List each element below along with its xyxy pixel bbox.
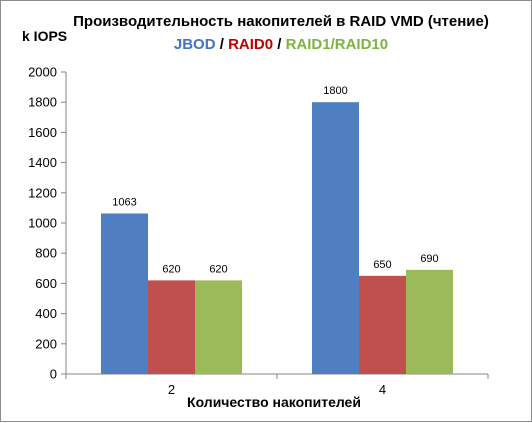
y-tick-label: 400 xyxy=(35,306,57,321)
y-tick-label: 1200 xyxy=(28,185,57,200)
y-tick-label: 800 xyxy=(35,246,57,261)
subtitle-separator-2: / xyxy=(273,36,286,53)
data-label: 620 xyxy=(209,263,227,275)
data-label: 1063 xyxy=(112,196,136,208)
y-tick-label: 600 xyxy=(35,276,57,291)
y-tick-label: 200 xyxy=(35,336,57,351)
chart-title: Производительность накопителей в RAID VM… xyxy=(73,13,489,30)
bar-jbod-4 xyxy=(312,102,359,374)
y-tick-label: 1800 xyxy=(28,95,57,110)
subtitle-raid1-raid10: RAID1/RAID10 xyxy=(285,36,389,53)
bar-raid0-4 xyxy=(359,275,406,374)
y-axis-label: k IOPS xyxy=(22,28,68,44)
subtitle-jbod: JBOD xyxy=(173,36,216,53)
bar-raid1-raid10-4 xyxy=(406,269,453,374)
data-label: 1800 xyxy=(323,85,347,97)
y-tick-label: 2000 xyxy=(28,65,57,80)
y-tick-label: 1400 xyxy=(28,155,57,170)
data-label: 650 xyxy=(373,259,391,271)
y-tick-label: 0 xyxy=(50,367,57,382)
x-tick-label: 2 xyxy=(168,382,175,397)
subtitle-raid0: RAID0 xyxy=(228,36,274,53)
data-label: 690 xyxy=(420,253,438,265)
x-tick-label: 4 xyxy=(379,382,386,397)
bar-raid0-2 xyxy=(148,280,195,374)
chart-subtitle: JBOD / RAID0 / RAID1/RAID10 xyxy=(61,36,501,53)
y-tick-label: 1000 xyxy=(28,216,57,231)
y-tick-label: 1600 xyxy=(28,125,57,140)
x-axis-label: Количество накопителей xyxy=(187,394,361,410)
data-label: 620 xyxy=(162,263,180,275)
bar-raid1-raid10-2 xyxy=(195,280,242,374)
bar-jbod-2 xyxy=(101,213,148,374)
subtitle-separator-1: / xyxy=(215,36,229,53)
